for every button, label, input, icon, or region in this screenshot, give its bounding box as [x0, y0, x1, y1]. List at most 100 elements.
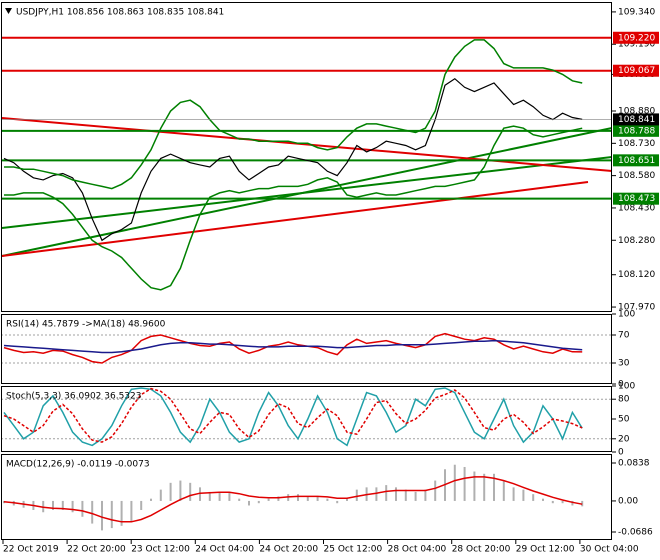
- series-line: [4, 39, 583, 190]
- histogram-bar: [61, 500, 64, 510]
- panel: [1, 332, 612, 364]
- histogram-bar: [395, 487, 397, 501]
- price-tag-label: 109.067: [618, 66, 655, 76]
- y-tick-label: 108.430: [618, 203, 655, 213]
- series-line: [3, 387, 583, 447]
- x-tick-label: 29 Oct 12:00: [516, 545, 575, 555]
- symbol-icon: [5, 8, 12, 14]
- histogram-bar: [199, 487, 201, 501]
- series-line: [3, 77, 583, 242]
- histogram-bar: [150, 498, 152, 501]
- histogram-bar: [483, 473, 486, 501]
- histogram-bar: [71, 500, 74, 513]
- histogram-bar: [502, 480, 505, 501]
- price-tag-label: 108.651: [618, 156, 655, 166]
- histogram-bar: [551, 500, 554, 504]
- histogram-bar: [424, 489, 427, 501]
- histogram-bar: [473, 471, 476, 501]
- histogram-bar: [542, 498, 544, 501]
- histogram-bar: [52, 500, 54, 510]
- price-tag-label: 108.473: [618, 194, 655, 204]
- histogram-bar: [140, 500, 143, 510]
- y-tick-label: 107.970: [618, 303, 655, 313]
- panel-title: USDJPY,H1 108.856 108.863 108.835 108.84…: [16, 8, 224, 18]
- price-tag-label: 108.788: [618, 126, 655, 136]
- histogram-bar: [91, 500, 94, 524]
- histogram-bar: [101, 500, 103, 531]
- y-tick-label: 108.120: [618, 270, 655, 280]
- trend-lines: [1, 117, 612, 257]
- y-tick-label: 108.580: [618, 171, 655, 181]
- price-tag: [613, 124, 659, 137]
- series-line: [3, 387, 583, 443]
- price-tag: [613, 113, 659, 126]
- y-tick-label: 0: [618, 448, 624, 458]
- histogram-bar: [571, 500, 574, 506]
- histogram-bar: [120, 500, 123, 526]
- price-tag: [613, 64, 659, 77]
- y-tick-label: 0.00: [618, 496, 638, 506]
- x-tick-label: 23 Oct 12:00: [131, 545, 190, 555]
- price-tag: [613, 31, 659, 44]
- series-line: [4, 125, 583, 291]
- y-tick-label: 0.0838: [618, 459, 650, 469]
- y-tick-label: 109.190: [618, 40, 655, 50]
- histogram-bar: [346, 498, 348, 501]
- histogram-bar: [306, 496, 309, 501]
- x-tick-label: 30 Oct 04:00: [580, 545, 639, 555]
- y-tick-label: 109.340: [618, 7, 655, 17]
- histogram-bar: [228, 491, 231, 501]
- histogram-bar: [257, 500, 260, 504]
- x-tick-label: 24 Oct 20:00: [259, 545, 318, 555]
- histogram-bar: [110, 500, 113, 529]
- x-tick-label: 25 Oct 12:00: [324, 545, 383, 555]
- histogram-bar: [434, 480, 437, 501]
- y-tick-label: 20: [618, 434, 630, 444]
- panel-frame: [1, 454, 612, 540]
- histogram-bar: [326, 498, 329, 501]
- price-tag: [613, 154, 659, 167]
- histogram-bar: [404, 489, 407, 501]
- histogram-bar: [493, 473, 495, 501]
- histogram-bar: [561, 500, 564, 504]
- histogram-bar: [336, 500, 339, 504]
- trend-line: [1, 156, 612, 229]
- histogram-bar: [297, 494, 299, 501]
- y-tick-label: 100: [618, 382, 635, 392]
- histogram-bar: [277, 496, 280, 501]
- panel-title: RSI(14) 45.7879 ->MA(18) 48.9600: [6, 320, 166, 330]
- histogram-bar: [512, 487, 515, 501]
- histogram-bar: [208, 491, 211, 501]
- y-tick-label: 70: [618, 331, 630, 341]
- histogram-bar: [522, 489, 525, 501]
- histogram-bar: [532, 494, 535, 501]
- y-tick-label: -0.0686: [618, 527, 653, 537]
- panel-frame: [1, 314, 612, 384]
- panel: [1, 387, 612, 447]
- series-line: [3, 332, 583, 364]
- histogram-bar: [316, 496, 319, 501]
- x-tick-label: 24 Oct 04:00: [195, 545, 254, 555]
- histogram-bar: [267, 498, 270, 501]
- panel: [1, 36, 612, 291]
- y-tick-label: 108.730: [618, 139, 655, 149]
- histogram-bar: [159, 489, 162, 501]
- histogram-bar: [238, 498, 241, 501]
- histogram-bar: [385, 485, 388, 501]
- y-tick-label: 30: [618, 359, 630, 369]
- price-tag-label: 108.841: [618, 115, 655, 125]
- histogram-bar: [81, 500, 84, 517]
- trend-line: [1, 181, 589, 257]
- panel-frame: [1, 386, 612, 452]
- histogram-bar: [453, 464, 456, 501]
- histogram-bar: [130, 500, 133, 522]
- histogram-bar: [218, 491, 221, 501]
- histogram-bar: [375, 487, 378, 501]
- price-tag-label: 109.220: [618, 33, 655, 43]
- y-tick-label: 108.880: [618, 107, 655, 117]
- histogram-bar: [248, 500, 250, 506]
- panel: [3, 464, 584, 531]
- panel-title: MACD(12,26,9) -0.0119 -0.0073: [6, 460, 150, 470]
